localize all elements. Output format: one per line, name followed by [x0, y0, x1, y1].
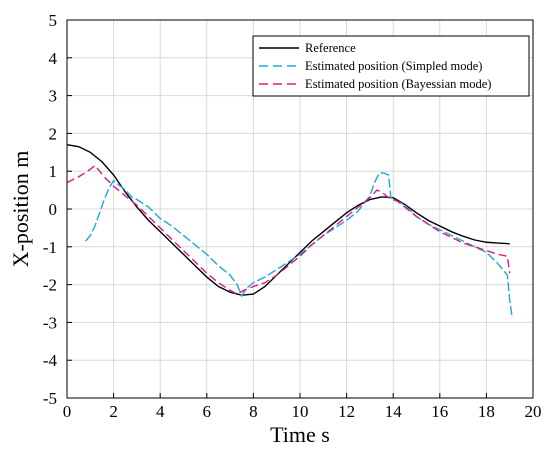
x-tick-label: 12: [338, 402, 355, 421]
y-tick-label: -5: [43, 389, 57, 408]
series-layer: [66, 144, 513, 317]
y-tick-label: -4: [43, 351, 58, 370]
y-tick-label: -3: [43, 313, 57, 332]
y-tick-label: 5: [49, 11, 58, 30]
legend-label: Estimated position (Bayessian mode): [305, 77, 491, 91]
x-tick-label: 0: [63, 402, 72, 421]
series-line-2: [85, 172, 513, 317]
x-tick-label: 4: [156, 402, 165, 421]
y-tick-label: -1: [43, 238, 57, 257]
legend-label: Estimated position (Simpled mode): [305, 59, 482, 73]
series-line-1: [66, 144, 510, 296]
x-tick-label: 10: [292, 402, 309, 421]
y-tick-label: 3: [49, 87, 58, 106]
y-tick-label: 4: [49, 49, 58, 68]
y-axis-label: X-position m: [8, 151, 33, 268]
x-tick-label: 2: [109, 402, 118, 421]
y-tick-label: 2: [49, 124, 58, 143]
x-tick-label: 18: [478, 402, 495, 421]
y-tick-label: 1: [49, 162, 58, 181]
x-tick-label: 16: [431, 402, 448, 421]
x-axis-label: Time s: [270, 422, 330, 447]
x-tick-label: 14: [385, 402, 403, 421]
y-tick-label: -2: [43, 276, 57, 295]
x-tick-label: 8: [249, 402, 258, 421]
series-line-3: [66, 164, 511, 295]
x-tick-label: 20: [525, 402, 542, 421]
legend-box: [252, 35, 530, 97]
legend-label: Reference: [305, 41, 356, 55]
y-tick-label: 0: [49, 200, 58, 219]
legend: Reference Estimated position (Simpled mod…: [252, 35, 530, 97]
x-tick-label: 6: [203, 402, 212, 421]
